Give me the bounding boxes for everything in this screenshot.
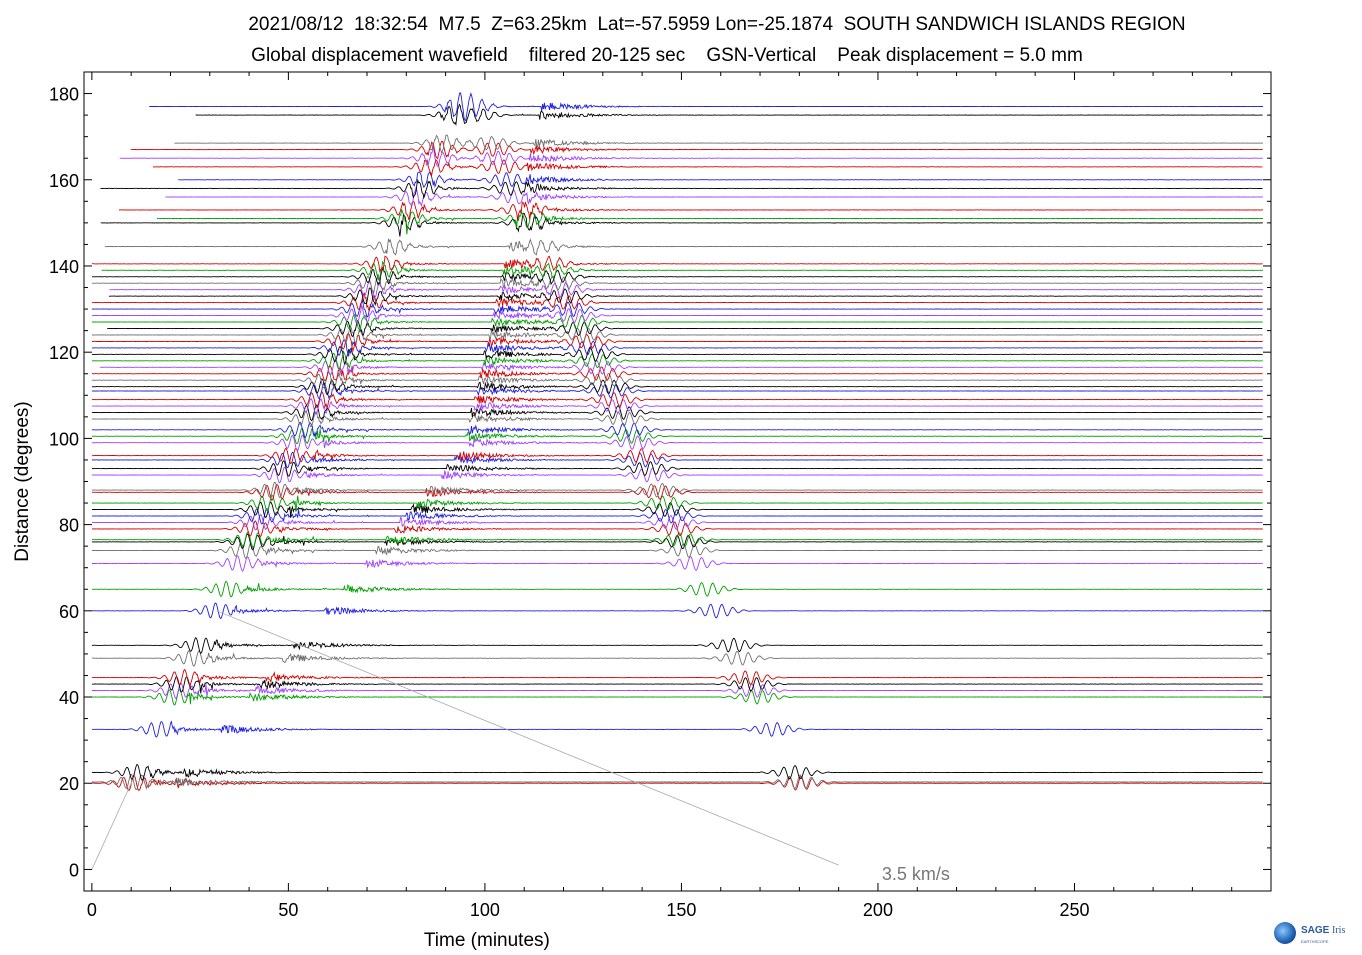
trace-line [91, 542, 1263, 560]
trace-line [91, 345, 1263, 365]
trace-line [165, 186, 1263, 207]
trace-line [91, 333, 1263, 353]
trace-line [195, 103, 1263, 126]
x-tick-label: 50 [278, 900, 298, 920]
plot-frame [83, 71, 1272, 892]
trace-line [91, 365, 1263, 382]
sage-iris-logo: SAGE Iris EARTHSCOPE [1274, 920, 1360, 950]
trace-line [91, 460, 1263, 477]
trace-line [91, 313, 1263, 332]
trace-line [91, 255, 1263, 274]
trace-line [91, 774, 1263, 792]
trace-line [91, 378, 1263, 396]
velocity-layer [91, 610, 839, 870]
trace-line [91, 411, 1263, 428]
velocity-label: 3.5 km/s [882, 864, 950, 884]
logo-sage-text: SAGE [1301, 925, 1330, 936]
trace-line [119, 145, 1263, 167]
trace-line [91, 265, 1263, 287]
y-tick-label: 20 [59, 774, 79, 794]
trace-line [91, 398, 1263, 415]
trace-line [91, 339, 1263, 358]
trace-line [91, 650, 1263, 667]
trace-line [91, 637, 1263, 655]
trace-line [91, 508, 1263, 525]
trace-line [91, 304, 1263, 324]
y-tick-label: 100 [49, 429, 79, 449]
trace-line [91, 668, 1263, 686]
trace-line [91, 720, 1263, 738]
traces-layer [91, 92, 1264, 792]
trace-line [91, 764, 1263, 781]
trace-line [91, 602, 1263, 620]
velocity-line-start [91, 774, 136, 870]
trace-line [91, 531, 1263, 549]
y-tick-label: 120 [49, 343, 79, 363]
trace-line [91, 501, 1263, 519]
logo-iris-text: Iris [1332, 925, 1346, 936]
x-tick-label: 100 [470, 900, 500, 920]
x-tick-label: 250 [1059, 900, 1089, 920]
trace-line [107, 319, 1263, 338]
y-tick-label: 180 [49, 85, 79, 105]
trace-line [91, 682, 1263, 700]
trace-line [91, 481, 1263, 498]
trace-line [91, 391, 1263, 409]
chart-title-line-1: 2021/08/12 18:32:54 M7.5 Z=63.25km Lat=-… [248, 14, 1186, 35]
trace-line [119, 201, 1264, 221]
trace-line [91, 421, 1263, 438]
trace-line [91, 427, 1263, 445]
y-tick-label: 40 [59, 688, 79, 708]
x-axis-ticks: 0 50 100 150 200 250 [87, 72, 1233, 920]
trace-line [91, 447, 1263, 465]
trace-line [91, 466, 1263, 484]
x-tick-label: 0 [87, 900, 97, 920]
trace-line [91, 675, 1263, 694]
x-axis-label: Time (minutes) [424, 930, 550, 951]
trace-line [101, 260, 1263, 282]
y-tick-label: 0 [69, 860, 79, 880]
trace-line [174, 134, 1264, 154]
trace-line [109, 281, 1264, 301]
x-tick-label: 150 [666, 900, 696, 920]
y-tick-label: 160 [49, 171, 79, 191]
trace-line [91, 555, 1263, 572]
y-tick-label: 80 [59, 516, 79, 536]
trace-line [91, 298, 1263, 318]
trace-line [108, 287, 1263, 307]
globe-icon [1274, 922, 1296, 944]
trace-line [91, 451, 1263, 469]
trace-line [149, 92, 1263, 122]
trace-line [130, 140, 1263, 160]
trace-line [91, 514, 1263, 531]
trace-line [91, 773, 1263, 791]
x-tick-label: 200 [863, 900, 893, 920]
trace-line [91, 495, 1263, 512]
velocity-line [216, 610, 839, 866]
trace-line [100, 212, 1263, 237]
y-axis-ticks: 0 20 40 60 80 100 120 140 160 180 [49, 85, 1271, 880]
trace-line [91, 292, 1263, 311]
trace-line [91, 434, 1263, 452]
trace-line [156, 209, 1263, 235]
trace-line [91, 350, 1263, 370]
trace-line [91, 689, 1263, 706]
trace-line [91, 326, 1263, 344]
trace-line [100, 178, 1263, 199]
trace-line [91, 273, 1263, 295]
trace-line [91, 382, 1263, 400]
logo-sub-text: EARTHSCOPE [1301, 939, 1329, 944]
trace-line [91, 371, 1263, 390]
trace-line [91, 580, 1263, 598]
trace-line [178, 171, 1263, 189]
trace-line [104, 238, 1263, 256]
trace-line [99, 358, 1263, 376]
y-axis-label: Distance (degrees) [12, 401, 33, 562]
y-tick-label: 60 [59, 602, 79, 622]
trace-line [153, 159, 1263, 177]
trace-line [91, 404, 1263, 422]
y-tick-label: 140 [49, 257, 79, 277]
chart-title-line-2: Global displacement wavefield filtered 2… [251, 45, 1083, 66]
